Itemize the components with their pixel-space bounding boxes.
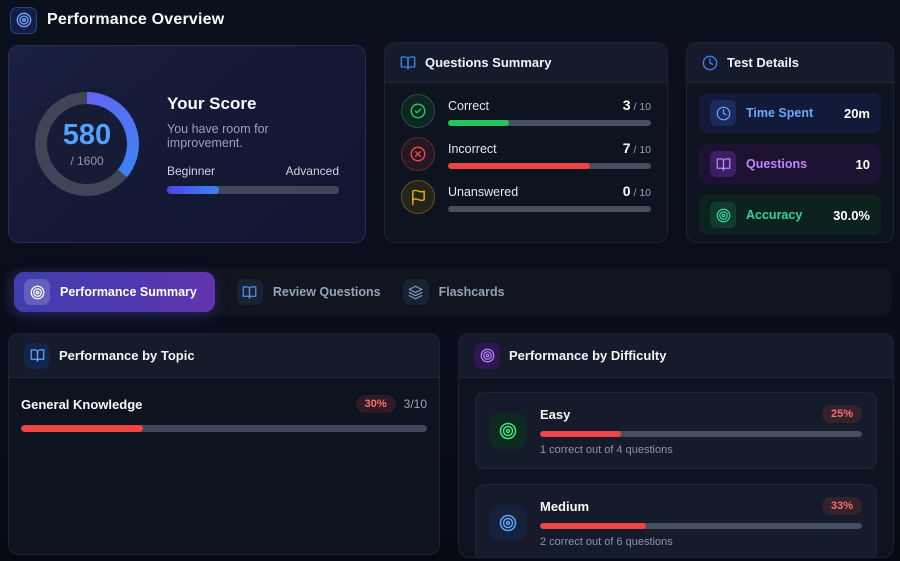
book-icon bbox=[236, 279, 263, 305]
topic-percent-badge: 30% bbox=[355, 395, 396, 413]
score-card: 580 / 1600 Your Score You have room for … bbox=[8, 45, 366, 243]
score-scale-labels: Beginner Advanced bbox=[167, 164, 339, 178]
time-spent-label: Time Spent bbox=[746, 106, 814, 120]
difficulty-bar-fill bbox=[540, 523, 647, 529]
tab-bar: Performance Summary Review Questions Fla… bbox=[6, 268, 892, 316]
tab-review-questions[interactable]: Review Questions bbox=[236, 279, 381, 305]
difficulty-row-medium: Medium 33% 2 correct out of 6 questions bbox=[475, 484, 877, 557]
target-icon bbox=[10, 6, 37, 34]
difficulty-subtitle: 1 correct out of 4 questions bbox=[540, 444, 673, 456]
difficulty-row-easy: Easy 25% 1 correct out of 4 questions bbox=[475, 392, 877, 469]
topic-fraction: 3/10 bbox=[403, 397, 427, 411]
questions-summary-header: Questions Summary bbox=[385, 43, 667, 83]
score-gauge: 580 / 1600 bbox=[35, 92, 139, 196]
questions-count-row: Questions 10 bbox=[699, 144, 881, 184]
tab-flashcards[interactable]: Flashcards bbox=[402, 279, 505, 305]
book-icon bbox=[24, 342, 50, 369]
unanswered-label: Unanswered bbox=[448, 184, 519, 199]
target-icon bbox=[24, 279, 50, 305]
correct-label: Correct bbox=[448, 98, 489, 113]
score-value: 580 bbox=[62, 118, 112, 151]
topic-bar-fill bbox=[21, 425, 143, 432]
questions-summary-body: Correct 3/ 10 Incorrect 7/ 10 bbox=[385, 83, 667, 214]
test-details-header: Test Details bbox=[687, 43, 893, 83]
questions-summary-title: Questions Summary bbox=[425, 55, 552, 70]
scale-label-advanced: Advanced bbox=[285, 164, 339, 178]
target-icon bbox=[710, 202, 736, 228]
topic-row-general-knowledge: General Knowledge 30% 3/10 bbox=[21, 395, 427, 432]
test-details-title: Test Details bbox=[727, 55, 800, 70]
performance-by-topic-card: Performance by Topic General Knowledge 3… bbox=[8, 333, 440, 555]
unanswered-bar bbox=[448, 205, 651, 212]
time-spent-value: 20m bbox=[843, 105, 870, 121]
questions-count-value: 10 bbox=[855, 156, 870, 172]
app-header: Performance Overview bbox=[0, 0, 900, 40]
questions-count-label: Questions bbox=[746, 157, 808, 171]
incorrect-label: Incorrect bbox=[448, 141, 497, 156]
difficulty-bar bbox=[540, 431, 862, 437]
incorrect-bar bbox=[448, 162, 651, 169]
book-icon bbox=[400, 55, 416, 71]
test-details-card: Test Details Time Spent 20m Questions 10 bbox=[686, 42, 894, 243]
page-title: Performance Overview bbox=[47, 11, 225, 28]
score-title: Your Score bbox=[167, 94, 257, 113]
score-progress-bar bbox=[167, 186, 339, 194]
performance-by-topic-header: Performance by Topic bbox=[9, 334, 439, 378]
correct-row: Correct 3/ 10 bbox=[401, 94, 651, 128]
difficulty-name: Easy bbox=[540, 406, 571, 422]
difficulty-percent-badge: 33% bbox=[821, 497, 862, 515]
score-gauge-center: 580 / 1600 bbox=[47, 104, 127, 184]
questions-summary-card: Questions Summary Correct 3/ 10 bbox=[384, 42, 668, 243]
score-details: Your Score You have room for improvement… bbox=[167, 94, 339, 194]
book-icon bbox=[710, 151, 736, 177]
layers-icon bbox=[402, 279, 429, 305]
score-subtitle: You have room for improvement. bbox=[167, 122, 269, 150]
test-details-body: Time Spent 20m Questions 10 Accuracy 30.… bbox=[687, 83, 893, 242]
correct-bar-fill bbox=[448, 119, 509, 126]
target-icon bbox=[490, 504, 526, 541]
target-icon bbox=[474, 342, 500, 369]
score-progress-fill bbox=[167, 186, 219, 194]
flag-icon bbox=[401, 180, 435, 214]
difficulty-bar-fill bbox=[540, 431, 621, 437]
difficulty-list: Easy 25% 1 correct out of 4 questions Me… bbox=[459, 378, 893, 557]
incorrect-count: 7/ 10 bbox=[622, 139, 651, 156]
accuracy-row: Accuracy 30.0% bbox=[699, 195, 881, 235]
difficulty-bar bbox=[540, 523, 862, 529]
performance-by-difficulty-header: Performance by Difficulty bbox=[459, 334, 893, 378]
accuracy-value: 30.0% bbox=[833, 207, 870, 223]
accuracy-label: Accuracy bbox=[746, 208, 803, 222]
time-spent-row: Time Spent 20m bbox=[699, 93, 881, 133]
unanswered-row: Unanswered 0/ 10 bbox=[401, 180, 651, 214]
target-icon bbox=[490, 412, 526, 449]
clock-icon bbox=[710, 100, 736, 126]
check-circle-icon bbox=[401, 94, 435, 128]
correct-count: 3/ 10 bbox=[622, 96, 651, 113]
difficulty-name: Medium bbox=[540, 498, 590, 514]
correct-bar bbox=[448, 119, 651, 126]
performance-by-difficulty-card: Performance by Difficulty Easy 25% 1 cor… bbox=[458, 333, 894, 558]
tab-performance-summary[interactable]: Performance Summary bbox=[14, 272, 215, 312]
score-total: / 1600 bbox=[70, 153, 104, 168]
topic-list: General Knowledge 30% 3/10 bbox=[9, 378, 439, 449]
x-circle-icon bbox=[401, 137, 435, 171]
performance-by-difficulty-title: Performance by Difficulty bbox=[509, 348, 667, 363]
difficulty-percent-badge: 25% bbox=[821, 405, 862, 423]
difficulty-subtitle: 2 correct out of 6 questions bbox=[540, 536, 673, 548]
incorrect-bar-fill bbox=[448, 162, 591, 169]
performance-by-topic-title: Performance by Topic bbox=[59, 348, 195, 363]
incorrect-row: Incorrect 7/ 10 bbox=[401, 137, 651, 171]
clock-icon bbox=[702, 55, 718, 71]
topic-name: General Knowledge bbox=[21, 396, 143, 412]
scale-label-beginner: Beginner bbox=[167, 164, 216, 178]
unanswered-count: 0/ 10 bbox=[622, 182, 651, 199]
topic-bar bbox=[21, 425, 427, 432]
